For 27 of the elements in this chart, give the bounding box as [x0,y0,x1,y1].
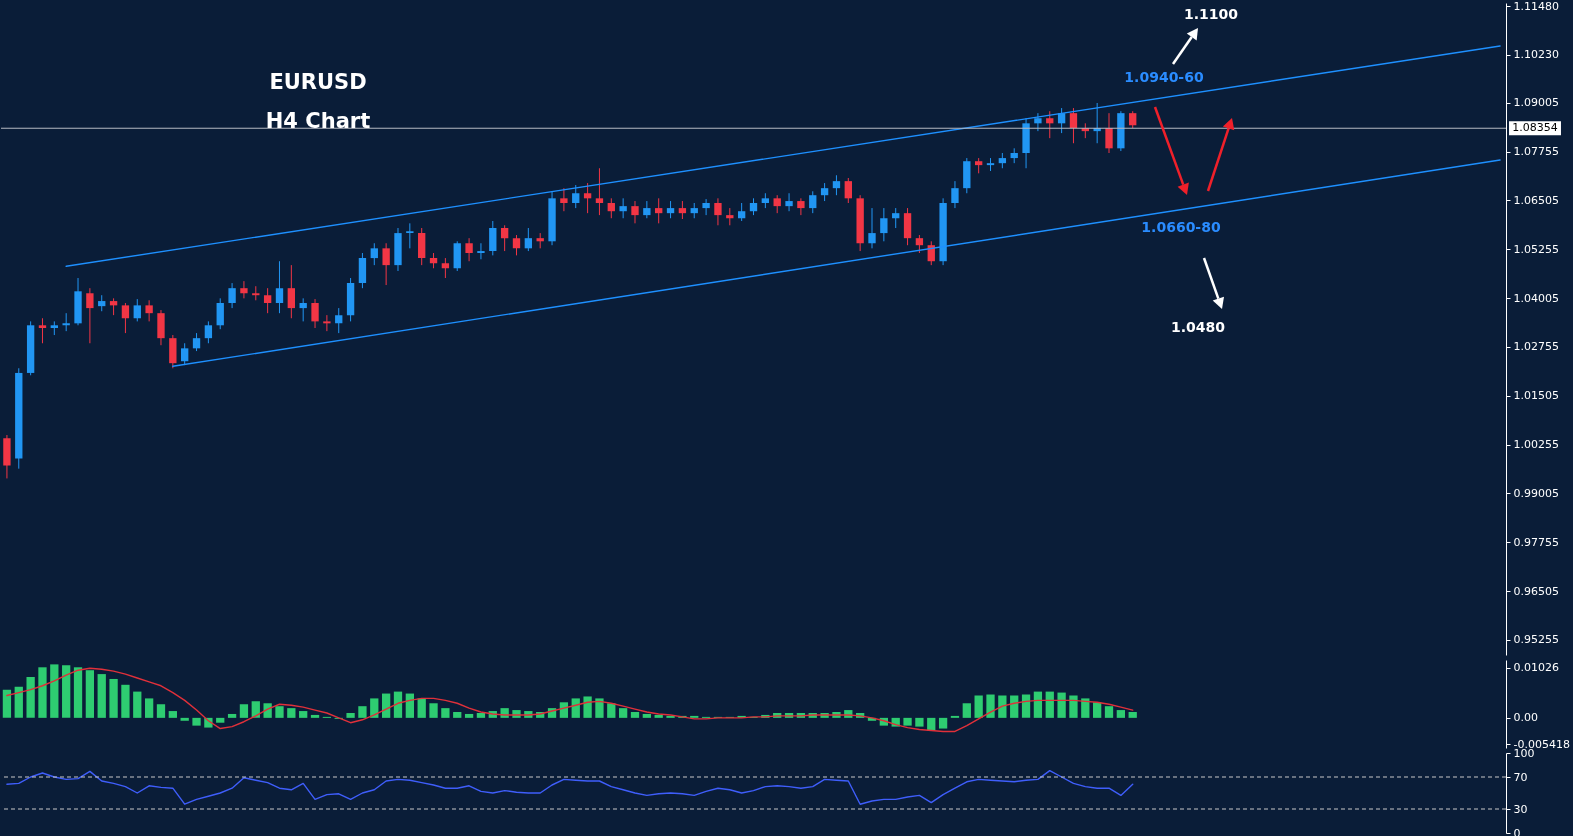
annotation: 1.0480 [1170,319,1226,335]
y-tick-label: 1.10230 [1513,48,1559,62]
y-tick-label: 0.99005 [1513,486,1559,500]
y-tick-label: 0.00 [1513,711,1538,725]
y-tick-label: 0.95255 [1513,633,1559,647]
y-tick-label: 1.07755 [1513,145,1559,159]
annotation: 1.1100 [1183,6,1239,22]
annotation: 1.0660-80 [1141,219,1221,235]
y-tick-label: 1.04005 [1513,291,1559,305]
y-tick-label: 1.05255 [1513,242,1559,256]
y-tick-label: 30 [1513,802,1528,816]
annotation: 1.0940-60 [1124,69,1204,85]
y-tick-label: 1.11480 [1513,0,1559,13]
y-tick-label: 1.02755 [1513,340,1559,354]
text: H4 Chart [265,109,371,133]
ref-line-label: 1.08354 [1512,121,1558,135]
y-tick-label: 0.97755 [1513,535,1559,549]
y-tick-label: 70 [1513,770,1528,784]
y-tick-label: 1.09005 [1513,96,1559,110]
y-tick-label: 0.96505 [1513,584,1559,598]
y-tick-label: 0.01026 [1513,661,1559,675]
text: EURUSD [269,70,367,94]
y-tick-label: 100 [1513,746,1535,760]
y-tick-label: 1.01505 [1513,389,1559,403]
y-tick-label: 0 [1513,826,1521,836]
y-tick-label: 1.06505 [1513,193,1559,207]
y-tick-label: 1.00255 [1513,438,1559,452]
